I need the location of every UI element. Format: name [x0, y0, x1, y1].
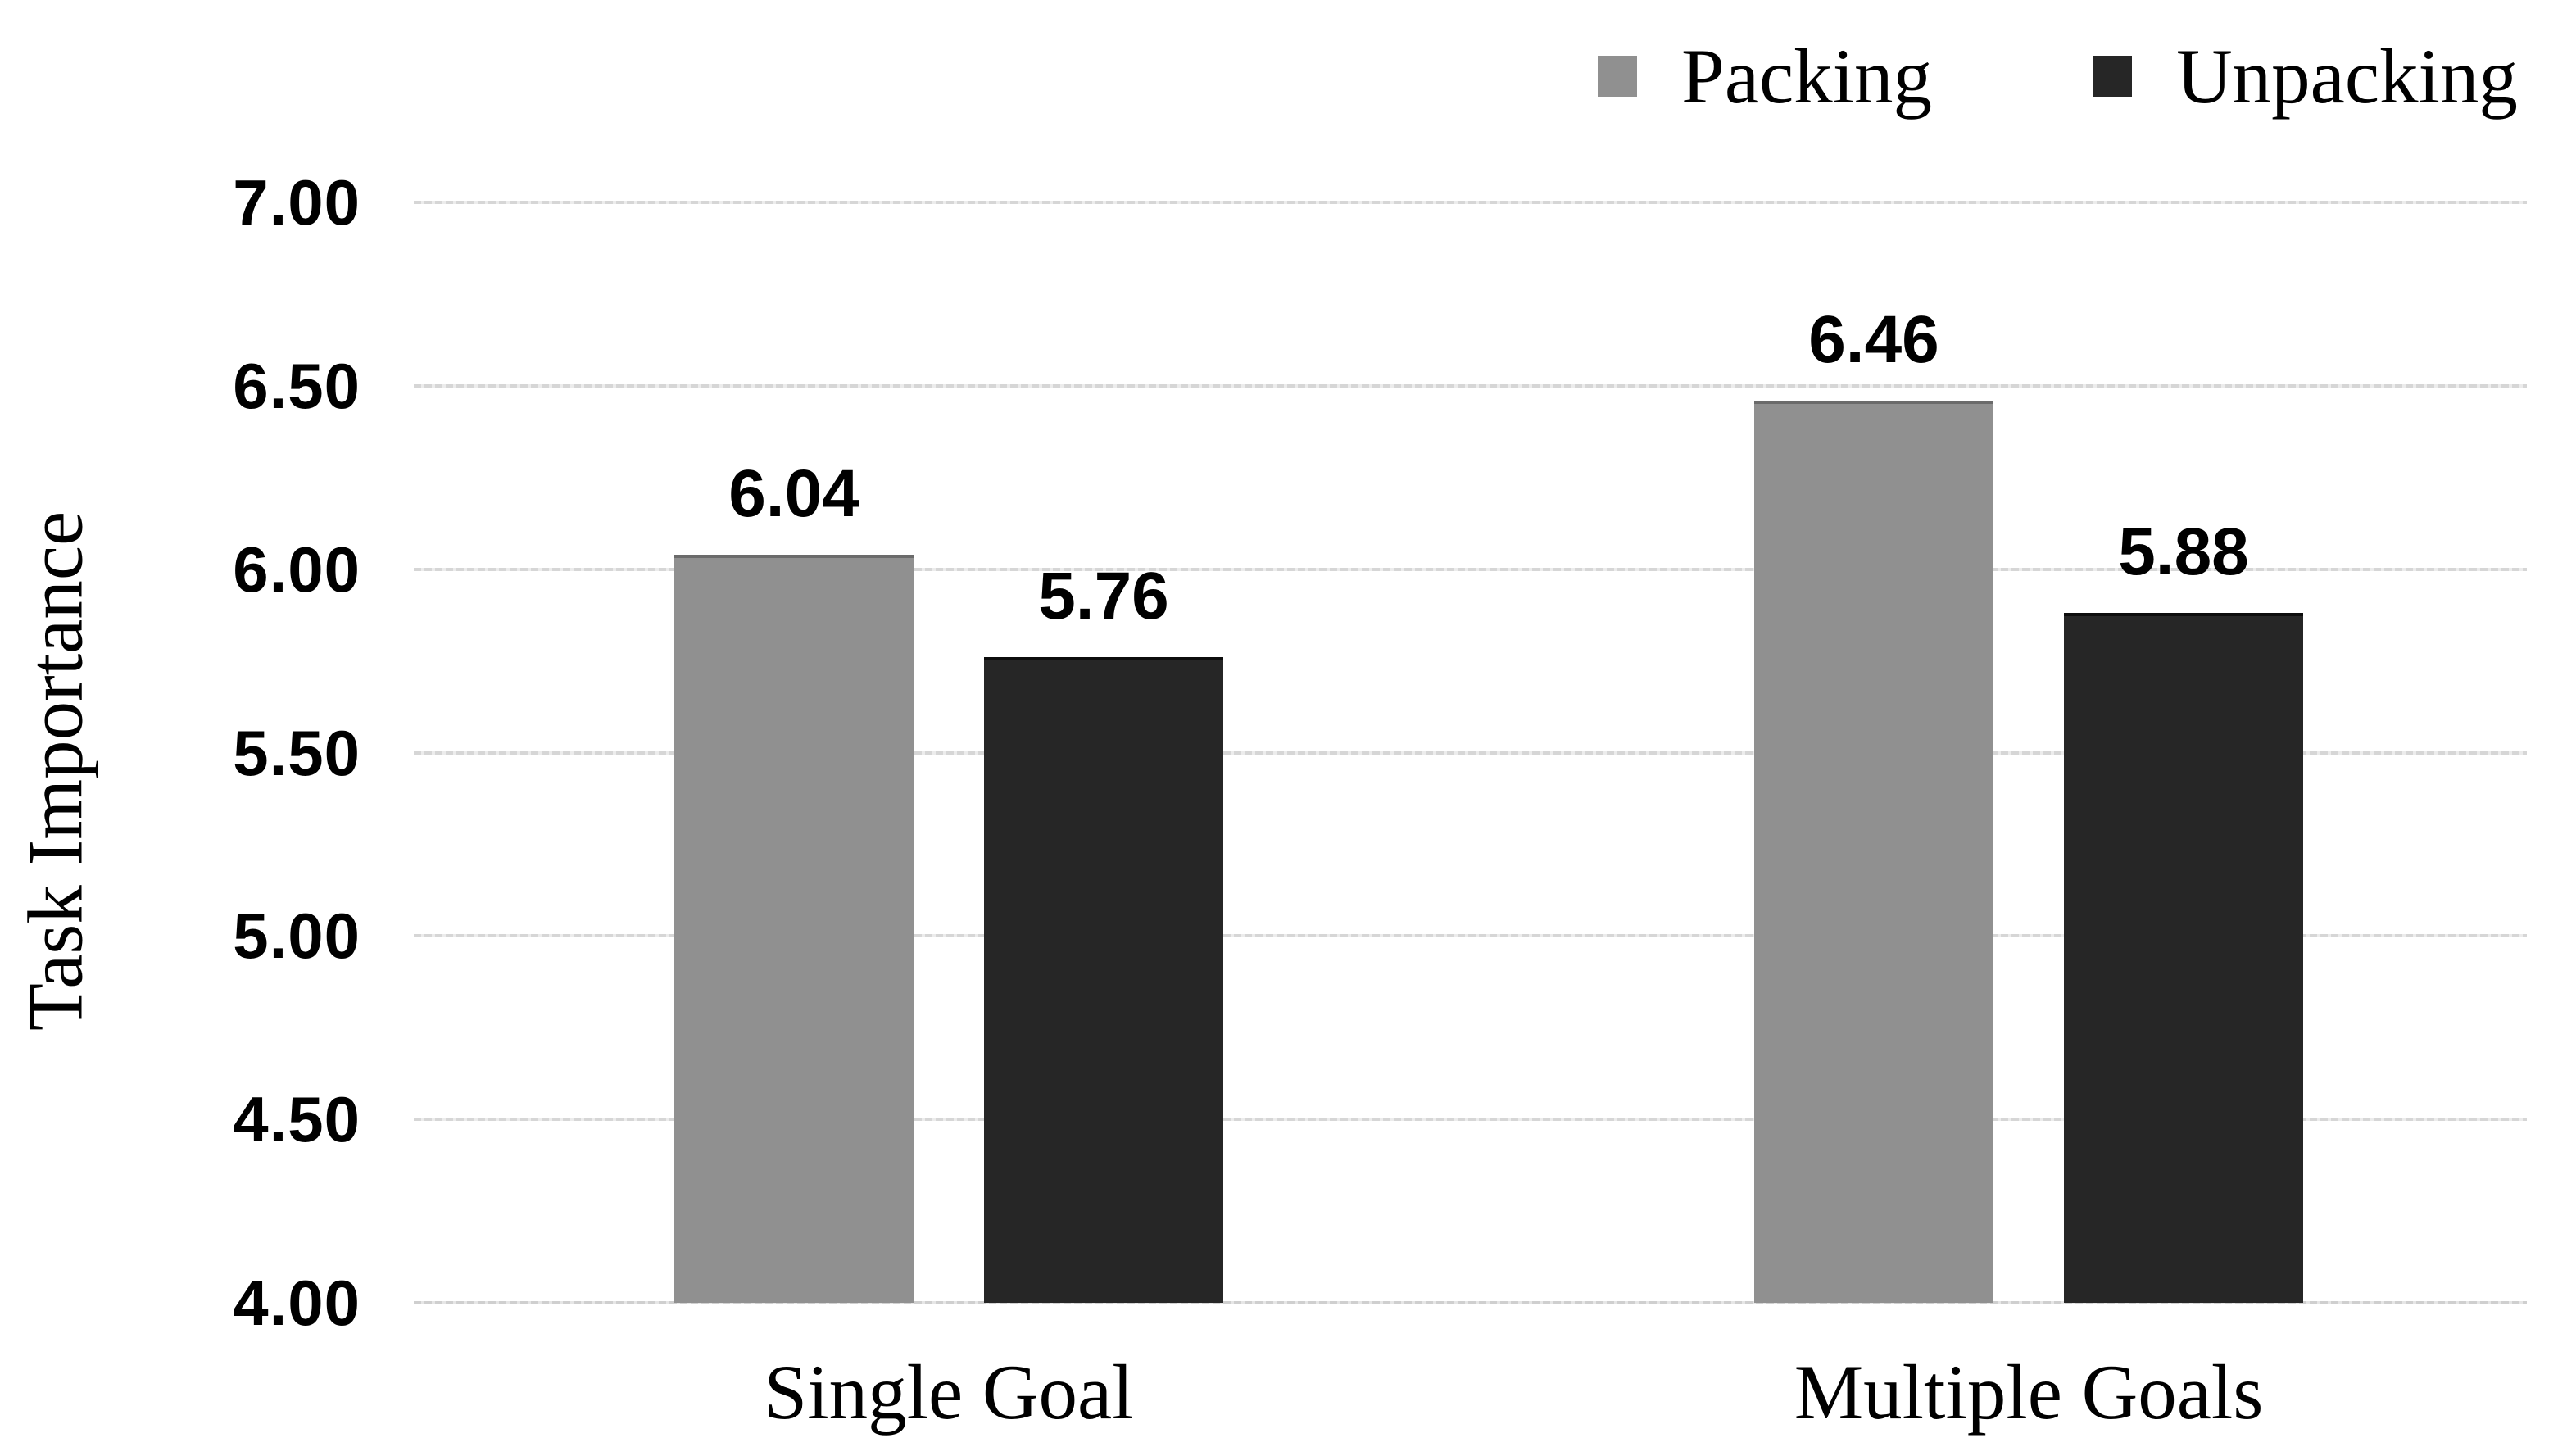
legend-swatch-icon [1598, 56, 1637, 97]
bar-unpacking-single-goal [984, 657, 1223, 1303]
gridline [414, 567, 2527, 571]
bar-value-label: 5.88 [2118, 515, 2249, 590]
legend-label: Packing [1681, 32, 1933, 120]
gridline [414, 201, 2527, 204]
x-axis-line [414, 1301, 2527, 1304]
y-tick-label: 4.50 [233, 1083, 361, 1156]
legend-swatch-icon [2093, 56, 2133, 97]
chart-legend: Packing Unpacking [1598, 15, 2518, 138]
bar-unpacking-multiple-goals [2064, 613, 2303, 1303]
y-tick-label: 5.00 [233, 900, 361, 973]
x-category-label: Multiple Goals [1794, 1349, 2264, 1436]
y-tick-label: 6.00 [233, 533, 361, 606]
legend-item-packing: Packing [1598, 32, 1933, 120]
gridline [414, 934, 2527, 938]
bar-packing-multiple-goals [1754, 400, 1993, 1303]
legend-item-unpacking: Unpacking [2093, 32, 2518, 120]
y-tick-label: 5.50 [233, 716, 361, 789]
x-category-label: Single Goal [764, 1349, 1134, 1436]
bar-value-label: 6.46 [1808, 302, 1939, 377]
bar-packing-single-goal [674, 554, 914, 1303]
y-tick-label: 4.00 [233, 1267, 361, 1339]
y-tick-label: 7.00 [233, 166, 361, 238]
bar-value-label: 6.04 [728, 456, 859, 531]
gridline [414, 751, 2527, 755]
gridline [414, 383, 2527, 388]
legend-label: Unpacking [2176, 32, 2518, 120]
bar-value-label: 5.76 [1038, 559, 1169, 634]
gridline [414, 1118, 2527, 1122]
plot-area: 6.04 5.76 6.46 5.88 [414, 201, 2527, 1304]
y-tick-label: 6.50 [233, 349, 361, 422]
